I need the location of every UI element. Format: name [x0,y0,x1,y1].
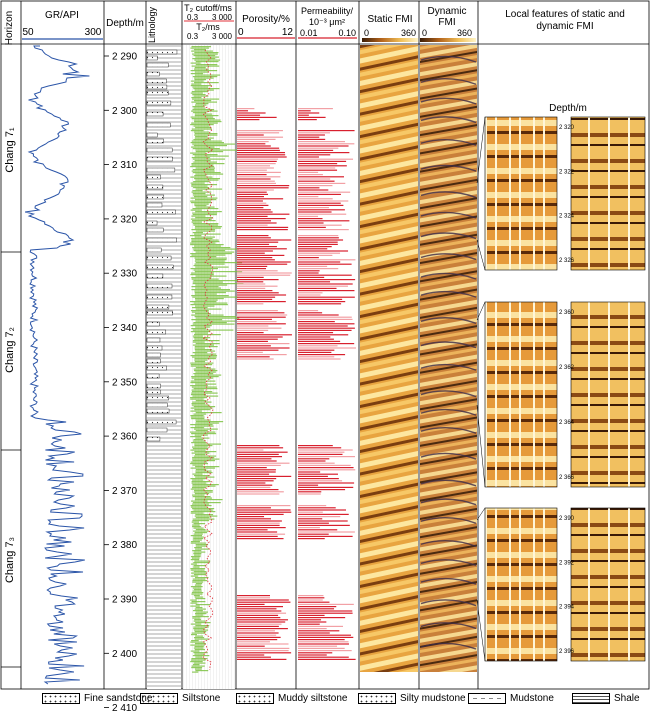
inset-depth-label: 2 362 [559,365,575,371]
inset-depth-label: 2 322 [559,169,575,175]
depth-tick-label: 2 290 [112,52,137,63]
legend-swatch-dashes [468,692,506,704]
permeability-header-1: Permeability/ [301,6,354,16]
t2-cutoff-curve [201,49,214,671]
dynamic-fmi-image [420,45,477,672]
horizon-chang73: Chang 7₃ [4,537,16,583]
dynamic-colorbar [420,38,476,42]
local-features-header-2: dynamic FMI [536,21,593,32]
inset-depth-label: 2 396 [559,649,575,655]
perm-max-label: 0.10 [338,28,356,38]
legend-label: Siltstone [182,692,221,704]
dynamic-fmi-header-1: Dynamic [428,6,467,17]
inset-panel: 2 360 2 362 2 364 2 366 [476,301,646,488]
static-colorbar [362,38,418,42]
t2cutoff-min-label: 0.3 [187,13,199,22]
track-frames [0,0,650,690]
inset-depth-label: 2 392 [559,560,575,566]
legend-swatch-dot-dash [140,692,178,704]
static-min-label: 0 [364,28,369,38]
static-max-label: 360 [401,28,416,38]
porosity-bars [237,108,292,660]
legend-item: Shale [572,690,640,706]
legend-swatch-sparse-dots [236,692,274,704]
legend-swatch-lines [572,692,610,704]
inset-panel: 2 320 2 322 2 324 2 326 [476,116,646,271]
depth-tick-label: 2 340 [112,323,137,334]
legend-label: Muddy siltstone [278,692,348,704]
depth-tick-label: 2 410 [112,703,137,712]
dynamic-fmi-header-2: FMI [438,17,455,28]
lithology-column [146,45,181,689]
horizon-chang71: Chang 7₁ [4,127,16,173]
local-depth-label: Depth/m [549,103,587,114]
depth-tick-label: 2 360 [112,432,137,443]
depth-tick-label: 2 320 [112,214,137,225]
depth-tick-label: 2 370 [112,486,137,497]
gr-header: GR/API [45,10,79,21]
inset-panel: 2 390 2 392 2 394 2 396 [476,507,646,662]
inset-depth-label: 2 324 [559,214,575,220]
depth-tick-label: 2 400 [112,649,137,660]
legend-label: Silty mudstone [400,692,466,704]
legend-label: Shale [614,692,640,704]
depth-tick-label: 2 310 [112,160,137,171]
inset-depth-label: 2 326 [559,258,575,264]
depth-ticks: 2 290 2 300 2 310 2 320 2 330 2 340 2 350 2 360… [104,52,137,714]
legend-label: Fine sandstone [84,692,153,704]
dynamic-max-label: 360 [457,28,472,38]
perm-min-label: 0.01 [300,28,318,38]
horizon-chang72: Chang 7₂ [4,327,16,373]
t2-max-label: 3 000 [212,32,233,41]
legend-item: Fine sandstone [42,690,152,706]
legend-swatch-dots [42,692,80,704]
inset-depth-label: 2 364 [559,420,575,426]
lithology-header: Lithology [147,6,157,43]
static-fmi-image [360,45,418,672]
legend-item: Silty mudstone [358,690,466,706]
legend-item: Muddy siltstone [236,690,347,706]
porosity-header: Porosity/% [242,14,290,25]
depth-tick-label: 2 380 [112,540,137,551]
t2-min-label: 0.3 [187,32,199,41]
inset-depth-label: 2 366 [559,475,575,481]
depth-tick-label: 2 350 [112,377,137,388]
inset-depth-label: 2 360 [559,310,575,316]
t2cutoff-max-label: 3 000 [212,13,233,22]
depth-tick-label: 2 390 [112,595,137,606]
horizon-header: Horizon [4,11,15,45]
depth-header: Depth/m [106,18,144,29]
gr-max-label: 300 [85,27,102,38]
inset-depth-label: 2 390 [559,516,575,522]
inset-depth-label: 2 394 [559,605,575,611]
inset-depth-label: 2 320 [559,125,575,131]
local-features-header-1: Local features of static and [505,9,625,20]
legend-swatch-dash-dot [358,692,396,704]
fmi-overlay [420,55,477,650]
t2cutoff-header: T₂ cutoff/ms [184,3,232,13]
permeability-header-2: 10⁻³ μm² [309,17,345,27]
header-row: Horizon GR/API 50 300 Depth/m Lithology … [4,3,625,45]
dynamic-min-label: 0 [422,28,427,38]
t2-header: T₂/ms [196,22,220,32]
permeability-bars [298,108,356,660]
legend-item: Siltstone [140,690,220,706]
legend-label: Mudstone [510,692,554,704]
gr-min-label: 50 [22,27,34,38]
static-fmi-header: Static FMI [367,14,412,25]
porosity-min-label: 0 [238,27,244,38]
porosity-max-label: 12 [282,27,294,38]
gr-curve [24,45,90,685]
depth-tick-label: 2 330 [112,269,137,280]
local-feature-insets: 2 320 2 322 2 324 2 326 2 360 2 362 2 364 2 366… [476,116,646,662]
legend-item: Mudstone [468,690,554,706]
depth-tick-label: 2 300 [112,106,137,117]
